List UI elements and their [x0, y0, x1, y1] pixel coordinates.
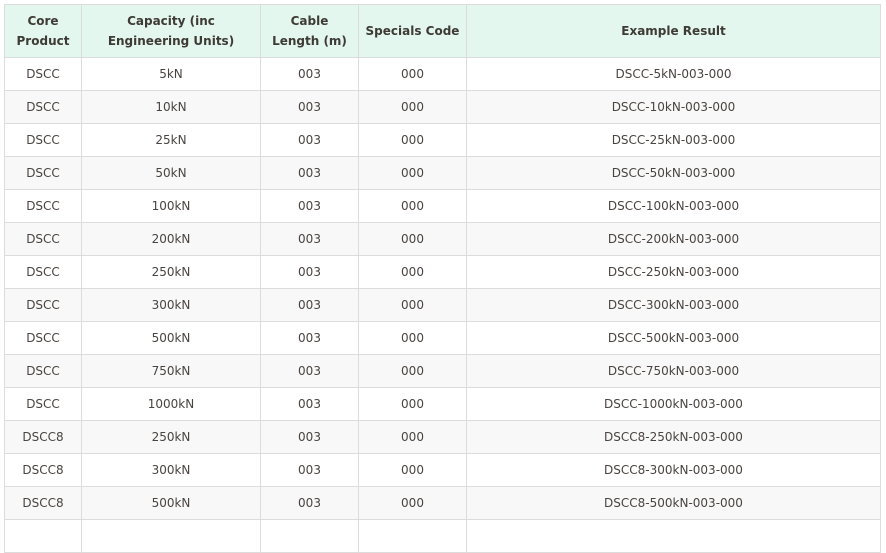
cell-example-result: DSCC-10kN-003-000: [466, 90, 881, 124]
cell-core-product: DSCC: [4, 387, 82, 421]
cell-core-product: DSCC: [4, 189, 82, 223]
table-row: DSCC 1000kN 003 000 DSCC-1000kN-003-000: [4, 387, 881, 421]
table-row: DSCC 300kN 003 000 DSCC-300kN-003-000: [4, 288, 881, 322]
cell-cable-length: 003: [260, 387, 359, 421]
header-cable-length: Cable Length (m): [260, 4, 359, 58]
cell-capacity: 250kN: [81, 255, 261, 289]
cell-example-result: DSCC-25kN-003-000: [466, 123, 881, 157]
cell-specials-code: 000: [358, 486, 467, 520]
cell-cable-length: 003: [260, 354, 359, 388]
cell-capacity: 100kN: [81, 189, 261, 223]
header-specials-code: Specials Code: [358, 4, 467, 58]
cell-capacity: 250kN: [81, 420, 261, 454]
table-row: DSCC 250kN 003 000 DSCC-250kN-003-000: [4, 255, 881, 289]
cell-specials-code: 000: [358, 57, 467, 91]
cell-example-result: DSCC-50kN-003-000: [466, 156, 881, 190]
cell-capacity: 25kN: [81, 123, 261, 157]
cell-specials-code: 000: [358, 321, 467, 355]
cell-core-product: DSCC8: [4, 486, 82, 520]
cell-specials-code: 000: [358, 354, 467, 388]
cell-cable-length: 003: [260, 288, 359, 322]
table-row: DSCC 10kN 003 000 DSCC-10kN-003-000: [4, 90, 881, 124]
cell-example-result: DSCC8-300kN-003-000: [466, 453, 881, 487]
cell-capacity: 10kN: [81, 90, 261, 124]
header-core-product: Core Product: [4, 4, 82, 58]
cell-example-result: DSCC-100kN-003-000: [466, 189, 881, 223]
table-row: DSCC 25kN 003 000 DSCC-25kN-003-000: [4, 123, 881, 157]
cell-example-result: [466, 519, 881, 553]
cell-capacity: 500kN: [81, 486, 261, 520]
table-row: DSCC8 500kN 003 000 DSCC8-500kN-003-000: [4, 486, 881, 520]
cell-core-product: DSCC: [4, 288, 82, 322]
header-capacity: Capacity (inc Engineering Units): [81, 4, 261, 58]
cell-specials-code: 000: [358, 288, 467, 322]
table-row: DSCC 200kN 003 000 DSCC-200kN-003-000: [4, 222, 881, 256]
cell-capacity: 300kN: [81, 453, 261, 487]
cell-specials-code: 000: [358, 453, 467, 487]
cell-specials-code: 000: [358, 90, 467, 124]
cell-example-result: DSCC-1000kN-003-000: [466, 387, 881, 421]
cell-example-result: DSCC-750kN-003-000: [466, 354, 881, 388]
cell-example-result: DSCC8-500kN-003-000: [466, 486, 881, 520]
cell-cable-length: 003: [260, 57, 359, 91]
cell-capacity: 5kN: [81, 57, 261, 91]
header-row: Core Product Capacity (inc Engineering Un…: [4, 4, 881, 58]
cell-cable-length: 003: [260, 453, 359, 487]
cell-cable-length: 003: [260, 222, 359, 256]
table-row: DSCC8 250kN 003 000 DSCC8-250kN-003-000: [4, 420, 881, 454]
cell-capacity: 750kN: [81, 354, 261, 388]
cell-capacity: 300kN: [81, 288, 261, 322]
cell-example-result: DSCC-500kN-003-000: [466, 321, 881, 355]
cell-cable-length: 003: [260, 189, 359, 223]
cell-core-product: DSCC: [4, 255, 82, 289]
table-row: DSCC 5kN 003 000 DSCC-5kN-003-000: [4, 57, 881, 91]
cell-capacity: 200kN: [81, 222, 261, 256]
cell-cable-length: 003: [260, 90, 359, 124]
cell-example-result: DSCC-300kN-003-000: [466, 288, 881, 322]
cell-core-product: DSCC: [4, 90, 82, 124]
cell-core-product: DSCC: [4, 57, 82, 91]
cell-specials-code: 000: [358, 255, 467, 289]
table-row: DSCC8 300kN 003 000 DSCC8-300kN-003-000: [4, 453, 881, 487]
cell-example-result: DSCC8-250kN-003-000: [466, 420, 881, 454]
cell-cable-length: [260, 519, 359, 553]
cell-core-product: [4, 519, 82, 553]
table-row: DSCC 500kN 003 000 DSCC-500kN-003-000: [4, 321, 881, 355]
cell-core-product: DSCC: [4, 156, 82, 190]
cell-specials-code: 000: [358, 123, 467, 157]
cell-cable-length: 003: [260, 420, 359, 454]
cell-capacity: 50kN: [81, 156, 261, 190]
cell-specials-code: [358, 519, 467, 553]
table-row: [4, 519, 881, 553]
cell-example-result: DSCC-5kN-003-000: [466, 57, 881, 91]
cell-specials-code: 000: [358, 189, 467, 223]
cell-cable-length: 003: [260, 123, 359, 157]
cell-core-product: DSCC: [4, 354, 82, 388]
cell-example-result: DSCC-250kN-003-000: [466, 255, 881, 289]
cell-cable-length: 003: [260, 255, 359, 289]
cell-cable-length: 003: [260, 486, 359, 520]
cell-cable-length: 003: [260, 156, 359, 190]
cell-specials-code: 000: [358, 222, 467, 256]
header-example-result: Example Result: [466, 4, 881, 58]
product-code-table: Core Product Capacity (inc Engineering Un…: [4, 4, 881, 553]
table-row: DSCC 50kN 003 000 DSCC-50kN-003-000: [4, 156, 881, 190]
cell-core-product: DSCC: [4, 222, 82, 256]
cell-capacity: [81, 519, 261, 553]
table-row: DSCC 750kN 003 000 DSCC-750kN-003-000: [4, 354, 881, 388]
cell-capacity: 500kN: [81, 321, 261, 355]
cell-specials-code: 000: [358, 387, 467, 421]
cell-core-product: DSCC: [4, 123, 82, 157]
cell-core-product: DSCC8: [4, 453, 82, 487]
cell-capacity: 1000kN: [81, 387, 261, 421]
cell-example-result: DSCC-200kN-003-000: [466, 222, 881, 256]
cell-specials-code: 000: [358, 156, 467, 190]
cell-specials-code: 000: [358, 420, 467, 454]
table-row: DSCC 100kN 003 000 DSCC-100kN-003-000: [4, 189, 881, 223]
cell-cable-length: 003: [260, 321, 359, 355]
cell-core-product: DSCC: [4, 321, 82, 355]
cell-core-product: DSCC8: [4, 420, 82, 454]
